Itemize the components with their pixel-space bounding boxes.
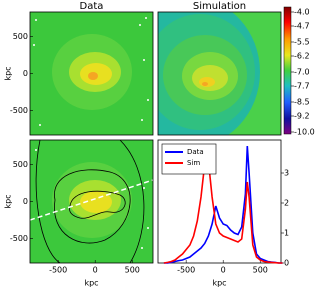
x-tick-label: 500 — [253, 266, 268, 275]
y-axis-label: kpc — [4, 66, 13, 80]
x-tick-label: -500 — [49, 266, 67, 275]
x-tick-label: 500 — [125, 266, 140, 275]
legend-label: Sim — [187, 159, 200, 167]
y-tick-label: 1 — [284, 229, 289, 238]
y-tick-label: -500 — [10, 106, 28, 115]
x-axis-label: kpc — [84, 279, 98, 288]
panel-title: Simulation — [193, 1, 246, 12]
legend-label: Data — [187, 148, 204, 156]
y-tick-label: -9.2 — [294, 112, 310, 121]
y-tick-label: 0 — [23, 69, 28, 78]
x-tick-label: 0 — [93, 266, 98, 275]
panel-frame — [157, 139, 282, 264]
legend-box — [161, 143, 217, 175]
y-axis-label: kpc — [4, 194, 13, 208]
y-tick-label: 3 — [284, 169, 289, 178]
y-tick-label: -10.0 — [294, 128, 315, 137]
contour-image — [30, 140, 153, 263]
line-series — [163, 159, 283, 264]
colorbar — [283, 6, 292, 135]
y-tick-label: -4.0 — [294, 8, 310, 17]
panel-title: Data — [80, 1, 104, 12]
y-tick-label: 500 — [13, 32, 28, 41]
x-tick-label: 0 — [221, 266, 226, 275]
y-tick-label: -5.5 — [294, 38, 310, 47]
data-image — [30, 12, 153, 135]
y-tick-label: 2 — [284, 199, 289, 208]
y-tick-label: -4.7 — [294, 22, 310, 31]
panel-frame — [157, 11, 282, 136]
y-tick-label: -6.2 — [294, 52, 310, 61]
x-axis-label: kpc — [212, 279, 226, 288]
y-tick-label: -7.7 — [294, 82, 310, 91]
line-series — [163, 145, 283, 264]
y-tick-label: 500 — [13, 160, 28, 169]
y-tick-label: -500 — [10, 234, 28, 243]
y-tick-label: 0 — [23, 197, 28, 206]
simulation-image — [158, 12, 281, 135]
y-tick-label: 0 — [284, 259, 289, 268]
y-tick-label: -8.5 — [294, 98, 310, 107]
x-tick-label: -500 — [177, 266, 195, 275]
y-tick-label: -7.0 — [294, 68, 310, 77]
